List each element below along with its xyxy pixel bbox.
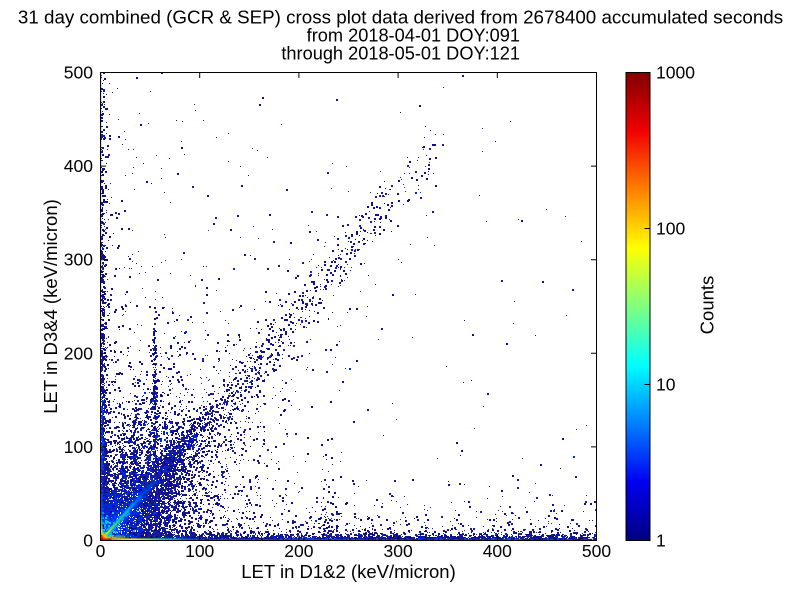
svg-text:from 2018-04-01 DOY:091: from 2018-04-01 DOY:091 <box>307 26 520 46</box>
svg-text:200: 200 <box>284 541 313 561</box>
svg-text:500: 500 <box>64 63 93 83</box>
svg-text:400: 400 <box>64 156 93 176</box>
svg-text:1: 1 <box>656 531 666 551</box>
svg-text:1000: 1000 <box>656 63 695 83</box>
svg-text:100: 100 <box>64 437 93 457</box>
svg-text:500: 500 <box>582 541 611 561</box>
svg-text:400: 400 <box>483 541 512 561</box>
svg-text:300: 300 <box>383 541 412 561</box>
svg-text:31 day combined (GCR & SEP) cr: 31 day combined (GCR & SEP) cross plot d… <box>18 6 783 27</box>
svg-text:0: 0 <box>96 541 106 561</box>
svg-text:0: 0 <box>83 531 93 551</box>
svg-text:100: 100 <box>656 219 685 239</box>
svg-text:100: 100 <box>185 541 214 561</box>
svg-text:10: 10 <box>656 375 676 395</box>
svg-text:200: 200 <box>64 343 93 363</box>
svg-text:300: 300 <box>64 250 93 270</box>
svg-text:through 2018-05-01 DOY:121: through 2018-05-01 DOY:121 <box>281 43 520 63</box>
svg-text:LET in D3&4 (keV/micron): LET in D3&4 (keV/micron) <box>40 199 61 414</box>
svg-text:Counts: Counts <box>697 276 718 335</box>
svg-text:LET in D1&2 (keV/micron): LET in D1&2 (keV/micron) <box>241 561 456 582</box>
